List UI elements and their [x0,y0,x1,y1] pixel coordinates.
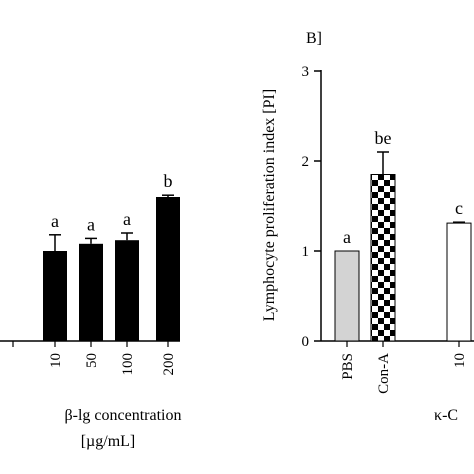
panel-b-bar [334,250,360,342]
panel-a-x-tick-label: 100 [120,353,136,376]
panel-a-x-tick-label: 50 [84,353,100,368]
panel-b-bars: a PBS be Con-A c 10 [334,128,472,394]
panel-b-y-tick-label: 1 [302,244,310,260]
panel-a-bar [79,243,103,341]
panel-b-x-axis-title: κ-C [434,407,458,424]
panel-b-x-tick-label: PBS [340,353,356,380]
panel-a-x-tick-label: 10 [48,353,64,368]
panel-a-x-axis-title-line1: β-lg concentration [65,407,182,424]
panel-a-significance-label: a [123,209,131,229]
panel-b-y-tick-label: 2 [302,154,310,170]
panel-a-significance-label: a [51,211,59,231]
panel-b-significance-label: c [455,198,463,218]
panel-b-x-tick-label: 10 [452,353,468,368]
panel-b-bar [370,174,396,342]
panel-a: a 10 a 50 a 100 b 200 β-lg concentration [µg/mL… [0,171,181,450]
panel-b-bar [446,222,472,342]
panel-b-significance-label: be [375,128,392,148]
panel-b-x-tick-label: Con-A [376,353,392,394]
panel-b-y-axis-title: Lymphocyte proliferation index [PI] [261,89,278,321]
panel-b-label: B] [306,30,322,47]
panel-a-significance-label: b [164,171,173,191]
panel-a-x-tick-label: 200 [161,353,177,376]
panel-b-y-tick-label: 0 [302,334,310,350]
panel-a-bar [156,197,180,341]
panel-b: B] Lymphocyte proliferation index [PI] 0… [261,30,474,424]
panel-a-bars: a 10 a 50 a 100 b 200 [12,171,180,376]
panel-a-bar [115,240,139,341]
panel-b-y-ticks: 0 1 2 3 [302,64,321,350]
panel-b-y-tick-label: 3 [302,64,310,80]
panel-b-significance-label: a [343,227,351,247]
panel-a-significance-label: a [87,214,95,234]
panel-a-bar [43,251,67,341]
panel-a-x-axis-title-line2: [µg/mL] [81,433,136,450]
